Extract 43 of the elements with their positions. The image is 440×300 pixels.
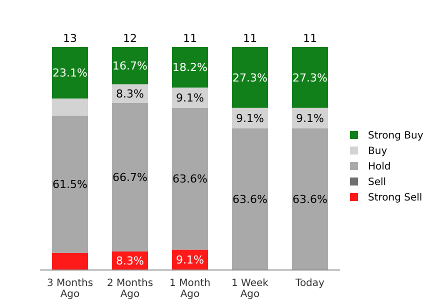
- bar: [52, 116, 88, 253]
- bar: [52, 47, 88, 99]
- annotation: 11: [183, 32, 197, 45]
- legend-label: Buy: [368, 146, 388, 157]
- bar: [52, 98, 88, 116]
- data-label: 27.3%: [292, 71, 328, 84]
- bar: [292, 47, 328, 108]
- x-tick-label: 1 Week Ago: [232, 278, 269, 300]
- legend-label: Hold: [368, 162, 391, 172]
- data-label: 18.2%: [172, 61, 208, 74]
- x-tick-label: 2 Months Ago: [106, 278, 154, 300]
- data-label: 8.3%: [116, 87, 144, 100]
- data-label: 27.3%: [232, 71, 268, 84]
- data-label: 9.1%: [176, 92, 204, 105]
- data-label: 23.1%: [52, 66, 88, 80]
- x-tick-label: 1 Month Ago: [170, 278, 210, 300]
- bar: [232, 128, 268, 270]
- bar: [292, 128, 328, 270]
- data-label: 9.1%: [236, 112, 264, 125]
- data-label: 63.6%: [172, 172, 208, 186]
- bar: [112, 47, 148, 84]
- data-label: 66.7%: [112, 170, 148, 184]
- annotation: 11: [303, 32, 317, 45]
- x-tick-label: 3 Months Ago: [46, 278, 94, 300]
- data-label: 61.5%: [52, 178, 88, 192]
- legend-label: Strong Sell: [368, 192, 422, 204]
- legend-label: Sell: [368, 177, 386, 188]
- bar: [232, 47, 268, 108]
- bar: [172, 47, 208, 88]
- data-label: 16.7%: [112, 59, 148, 72]
- data-label: 9.1%: [176, 254, 204, 267]
- annotation: 11: [243, 32, 257, 45]
- data-label: 63.6%: [232, 192, 268, 206]
- bar: [172, 108, 208, 250]
- annotation: 12: [123, 32, 137, 45]
- annotation: 13: [63, 32, 77, 45]
- data-label: 8.3%: [116, 254, 144, 268]
- bar: [112, 102, 148, 252]
- x-tick-label: Today: [294, 278, 325, 289]
- bar: [52, 252, 88, 270]
- data-label: 63.6%: [292, 192, 328, 206]
- legend-label: Strong Buy: [368, 130, 424, 142]
- data-label: 9.1%: [296, 112, 324, 125]
